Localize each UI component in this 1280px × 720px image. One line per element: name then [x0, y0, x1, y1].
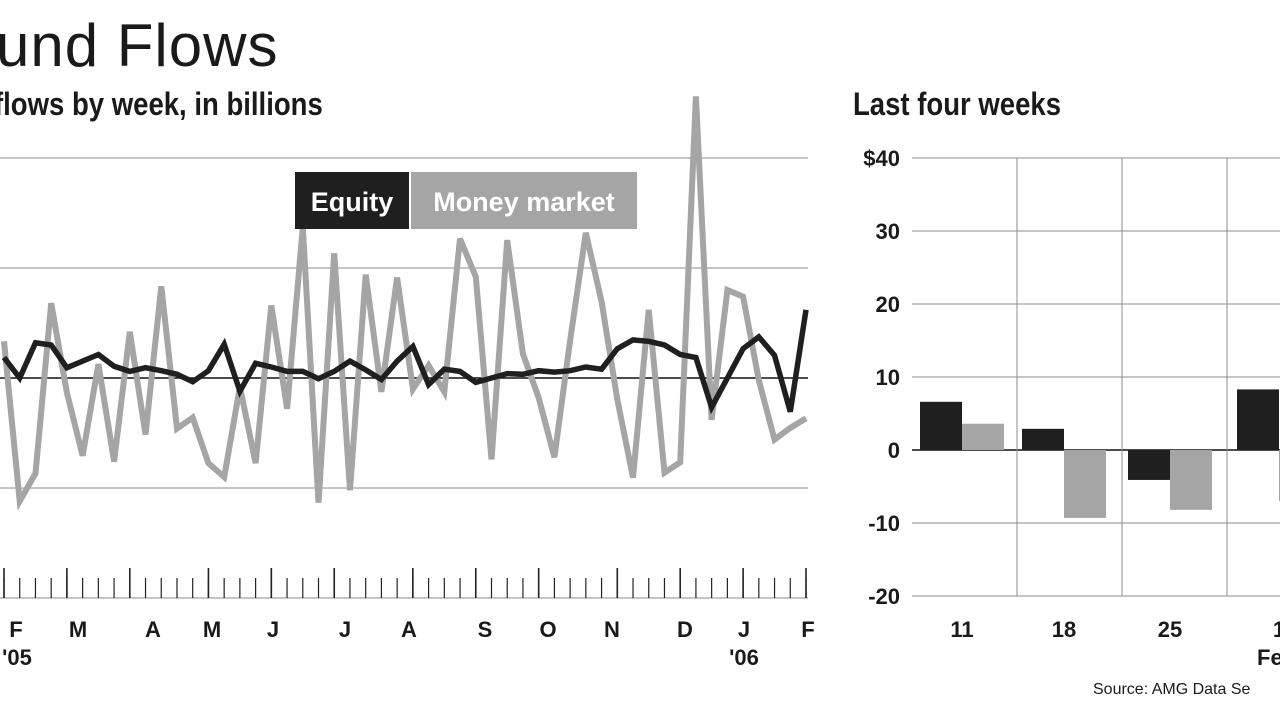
- month-label: M: [203, 617, 221, 642]
- x-tick-label: 1: [1273, 617, 1280, 642]
- month-label: J: [738, 617, 750, 642]
- month-label: S: [478, 617, 493, 642]
- y-tick-label: 30: [876, 219, 900, 244]
- equity-bar: [1022, 428, 1064, 450]
- money-market-line: [1, 96, 808, 511]
- bar-chart-labels: $40 30 20 10 0 -10 -20 11 18 25 1 Fe: [863, 146, 1280, 670]
- month-label: A: [401, 617, 417, 642]
- month-label: O: [539, 617, 556, 642]
- equity-bar: [1128, 450, 1170, 480]
- x-tick-label: 11: [950, 617, 973, 642]
- month-label: M: [69, 617, 87, 642]
- line-chart-month-labels: F M A M J J A S O N D J F '05 '06: [2, 617, 815, 670]
- y-tick-label: -20: [868, 584, 900, 609]
- month-label: J: [267, 617, 279, 642]
- month-label: A: [145, 617, 161, 642]
- y-tick-label: 0: [888, 438, 900, 463]
- chart-subtitle: flows by week, in billions: [0, 86, 323, 122]
- bar-chart-grid: [912, 157, 1280, 597]
- month-label: D: [677, 617, 693, 642]
- legend-equity-label: Equity: [311, 187, 394, 217]
- y-tick-label: 10: [876, 365, 900, 390]
- line-chart-ticks: [3, 568, 807, 598]
- legend-equity-swatch: [295, 172, 409, 229]
- equity-line: [1, 309, 809, 415]
- chart-title: und Flows: [0, 12, 279, 79]
- year-label: '05: [2, 645, 32, 670]
- legend-money-market-swatch: [411, 172, 637, 229]
- month-label: F: [801, 617, 814, 642]
- y-tick-label: $40: [863, 146, 900, 171]
- year-label: '06: [729, 645, 759, 670]
- x-tick-label: 25: [1158, 617, 1182, 642]
- month-label: N: [604, 617, 620, 642]
- month-label: F: [9, 617, 22, 642]
- y-tick-label: -10: [868, 511, 900, 536]
- month-label: J: [339, 617, 351, 642]
- line-chart-series: [1, 96, 809, 511]
- money-market-bar: [1064, 450, 1106, 518]
- bar-chart-bars: [920, 389, 1280, 518]
- source-note: Source: AMG Data Se: [1093, 681, 1251, 698]
- bar-chart-title: Last four weeks: [853, 86, 1061, 122]
- money-market-bar: [962, 423, 1004, 450]
- line-chart-legend: Equity Money market: [295, 172, 637, 229]
- x-tick-label: 18: [1052, 617, 1076, 642]
- equity-bar: [920, 401, 962, 450]
- equity-bar: [1237, 389, 1279, 450]
- y-tick-label: 20: [876, 292, 900, 317]
- legend-money-market-label: Money market: [433, 187, 615, 217]
- money-market-bar: [1170, 450, 1212, 510]
- bar-month-label: Fe: [1257, 645, 1280, 670]
